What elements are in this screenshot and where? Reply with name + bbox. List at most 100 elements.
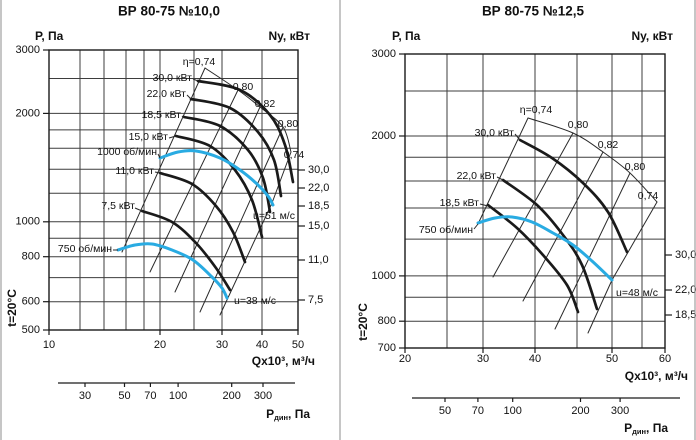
eta-line-082: [174, 106, 261, 293]
label-leader-line: [134, 207, 143, 212]
power-curve-22kw: [189, 97, 283, 198]
ny-tick-label: 7,5: [308, 294, 323, 306]
x-axis-name: Qx10³, м³/ч: [625, 369, 688, 383]
power-18-5kw-label: 18,5 кВт: [142, 109, 182, 121]
eta-line-074-left: [477, 117, 529, 225]
y-tick-label: 700: [378, 342, 396, 354]
power-curve-22kw: [501, 178, 599, 311]
eta-line-080-left: [492, 132, 574, 278]
label-leader-line: [181, 115, 185, 119]
ny-tick-label: 30,0: [308, 164, 329, 176]
fan-chart-vr80-75-10-frame: [48, 49, 299, 331]
power-7-5kw-label: 7,5 кВт: [101, 200, 135, 212]
x-tick-label: 10: [43, 339, 55, 351]
fan-chart-vr80-75-10: 10 20 30 40 50 3000 2000 1000 800 600 500 30,0 22,0 1…: [5, 4, 329, 422]
dyn-tick-label: 50: [118, 390, 130, 402]
tip-speed-48-label: u=48 м/с: [616, 287, 658, 299]
dyn-tick-label: 30: [79, 390, 91, 402]
label-leader-line: [168, 135, 177, 139]
eta-082-label: 0,82: [598, 139, 619, 151]
y-tick-label: 3000: [16, 44, 40, 56]
dyn-tick-label: 100: [169, 390, 187, 402]
y-tick-label: 2000: [16, 107, 40, 119]
power-22kw-label: 22,0 кВт: [147, 88, 187, 100]
eta-line-080-right: [199, 126, 284, 313]
y-tick-label: 1000: [16, 216, 40, 228]
x-tick-label: 60: [659, 353, 671, 365]
eta-line-080-left: [149, 89, 239, 273]
power-curve-30kw: [196, 79, 295, 184]
fan-chart-vr80-75-12-dyn-scale: [412, 397, 680, 402]
label-leader-line: [514, 133, 521, 141]
speed-750rpm-label: 750 об/мин: [58, 243, 112, 255]
x-tick-label: 20: [399, 353, 411, 365]
right-axis-name: Ny, кВт: [631, 29, 673, 43]
chart-title: ВР 80-75 №12,5: [482, 4, 585, 19]
eta-074-left-label: η=0,74: [520, 104, 553, 116]
dyn-axis-name: Рдин, Па: [624, 421, 668, 436]
fan-chart-vr80-75-10-dyn-scale: [58, 382, 295, 387]
dyn-tick-label: 70: [144, 390, 156, 402]
speed-curve-750rpm: [116, 242, 229, 300]
eta-080-right-label: 0,80: [278, 118, 299, 130]
eta-082-label: 0,82: [255, 98, 276, 110]
ny-tick-label: 18,5: [308, 200, 329, 212]
ny-tick-label: 18,5: [675, 309, 696, 321]
y-tick-label: 1000: [372, 270, 396, 282]
power-22kw-label: 22,0 кВт: [457, 170, 497, 182]
dyn-tick-label: 70: [472, 405, 484, 417]
label-leader-line: [154, 171, 161, 174]
power-15kw-label: 15,0 кВт: [129, 131, 169, 143]
fan-chart-vr80-75-10-ticks: [43, 49, 305, 335]
y-tick-label: 3000: [372, 48, 396, 60]
eta-envelope: [204, 67, 292, 153]
eta-envelope: [527, 117, 658, 203]
power-curve-18-5kw: [486, 203, 580, 314]
ny-tick-label: 22,0: [308, 182, 329, 194]
label-leader-line: [473, 223, 479, 230]
speed-curve-750rpm: [476, 215, 614, 282]
x-tick-label: 50: [606, 353, 618, 365]
x-tick-label: 40: [256, 339, 268, 351]
right-axis-name: Ny, кВт: [268, 29, 310, 43]
label-leader-line: [157, 153, 161, 159]
temperature-label: t=20°C: [356, 303, 370, 341]
dyn-tick-label: 300: [611, 405, 629, 417]
y-tick-label: 2000: [372, 130, 396, 142]
x-tick-label: 40: [529, 353, 541, 365]
power-curve-11kw: [158, 171, 247, 264]
power-18-5kw-label: 18,5 кВт: [440, 197, 480, 209]
power-curve-7-5kw: [140, 209, 232, 292]
ny-tick-label: 11,0: [308, 254, 329, 266]
tip-speed-38-label: u=38 м/с: [234, 295, 276, 307]
eta-074-right-label: 0,74: [638, 190, 659, 202]
y-axis-name: Р, Па: [35, 29, 64, 43]
label-leader-line: [186, 94, 192, 100]
x-tick-label: 30: [216, 339, 228, 351]
ny-tick-label: 15,0: [308, 220, 329, 232]
eta-080-right-label: 0,80: [625, 161, 646, 173]
power-curve-30kw: [518, 138, 629, 254]
eta-line-080-right: [554, 172, 631, 330]
eta-074-right-label: 0,74: [284, 149, 305, 161]
dyn-tick-label: 200: [571, 405, 589, 417]
eta-line-082: [522, 151, 604, 302]
eta-074-left-label: η=0,74: [183, 56, 216, 68]
power-30kw-label: 30,0 кВт: [475, 127, 515, 139]
power-30kw-label: 30,0 кВт: [153, 72, 193, 84]
ny-tick-label: 22,0: [675, 284, 696, 296]
fan-chart-vr80-75-12-ticks: [399, 53, 672, 353]
y-tick-label: 600: [22, 296, 40, 308]
speed-750rpm-label: 750 об/мин: [419, 224, 473, 236]
eta-080-left-label: 0,80: [233, 81, 254, 93]
x-tick-label: 50: [292, 339, 304, 351]
x-axis-name: Qx10³, м³/ч: [252, 354, 315, 368]
ny-tick-label: 30,0: [675, 249, 696, 261]
dyn-tick-label: 100: [504, 405, 522, 417]
x-tick-label: 30: [477, 353, 489, 365]
y-axis-name: Р, Па: [392, 29, 421, 43]
y-tick-label: 800: [378, 315, 396, 327]
power-curve-18-5kw: [182, 115, 272, 214]
